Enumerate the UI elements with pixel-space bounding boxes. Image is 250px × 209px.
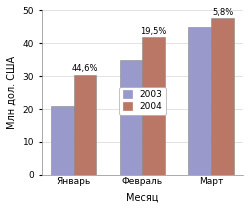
Text: 44,6%: 44,6% xyxy=(72,64,98,73)
Bar xyxy=(142,37,165,175)
X-axis label: Месяц: Месяц xyxy=(126,192,158,202)
Bar xyxy=(74,75,96,175)
Text: 5,8%: 5,8% xyxy=(212,8,233,17)
Text: 19,5%: 19,5% xyxy=(140,27,167,36)
Bar xyxy=(51,106,74,175)
Bar xyxy=(188,27,211,175)
Y-axis label: Млн дол. США: Млн дол. США xyxy=(7,56,17,129)
Bar xyxy=(120,60,142,175)
Bar xyxy=(211,18,234,175)
Legend: 2003, 2004: 2003, 2004 xyxy=(119,87,166,115)
